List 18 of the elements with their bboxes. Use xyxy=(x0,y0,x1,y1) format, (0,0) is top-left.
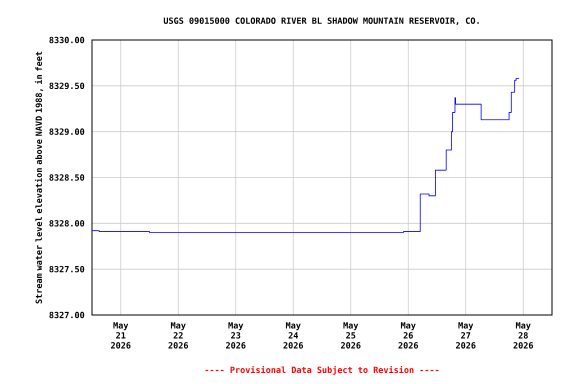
y-tick-label: 8329.00 xyxy=(49,128,84,135)
x-tick-label: May 25 2026 xyxy=(341,322,361,349)
x-tick-label: May 24 2026 xyxy=(284,322,304,349)
chart-title: USGS 09015000 COLORADO RIVER BL SHADOW MOUNTAIN RESERVOIR, CO. xyxy=(164,17,479,25)
y-tick-label: 8330.00 xyxy=(49,36,84,44)
y-tick-label: 8329.50 xyxy=(49,82,84,90)
text: ---- Provisional Data Subject to Revision ---- xyxy=(206,366,438,375)
x-tick-label: May 23 2026 xyxy=(226,322,246,349)
y-axis-title: Stream water level elevation above NAVD 1988, in feet xyxy=(34,52,44,304)
x-tick-label: May 22 2026 xyxy=(168,322,188,349)
y-tick-label: 8328.50 xyxy=(49,174,84,181)
x-tick-label: May 28 2026 xyxy=(514,322,534,349)
y-tick-label: 8327.50 xyxy=(49,266,84,272)
y-tick-label: 8327.00 xyxy=(49,312,84,318)
y-tick-label: 8328.00 xyxy=(49,220,84,227)
x-tick-label: May 27 2026 xyxy=(456,322,476,349)
x-tick-label: May 21 2026 xyxy=(111,322,131,349)
x-tick-label: May 26 2026 xyxy=(398,322,418,349)
